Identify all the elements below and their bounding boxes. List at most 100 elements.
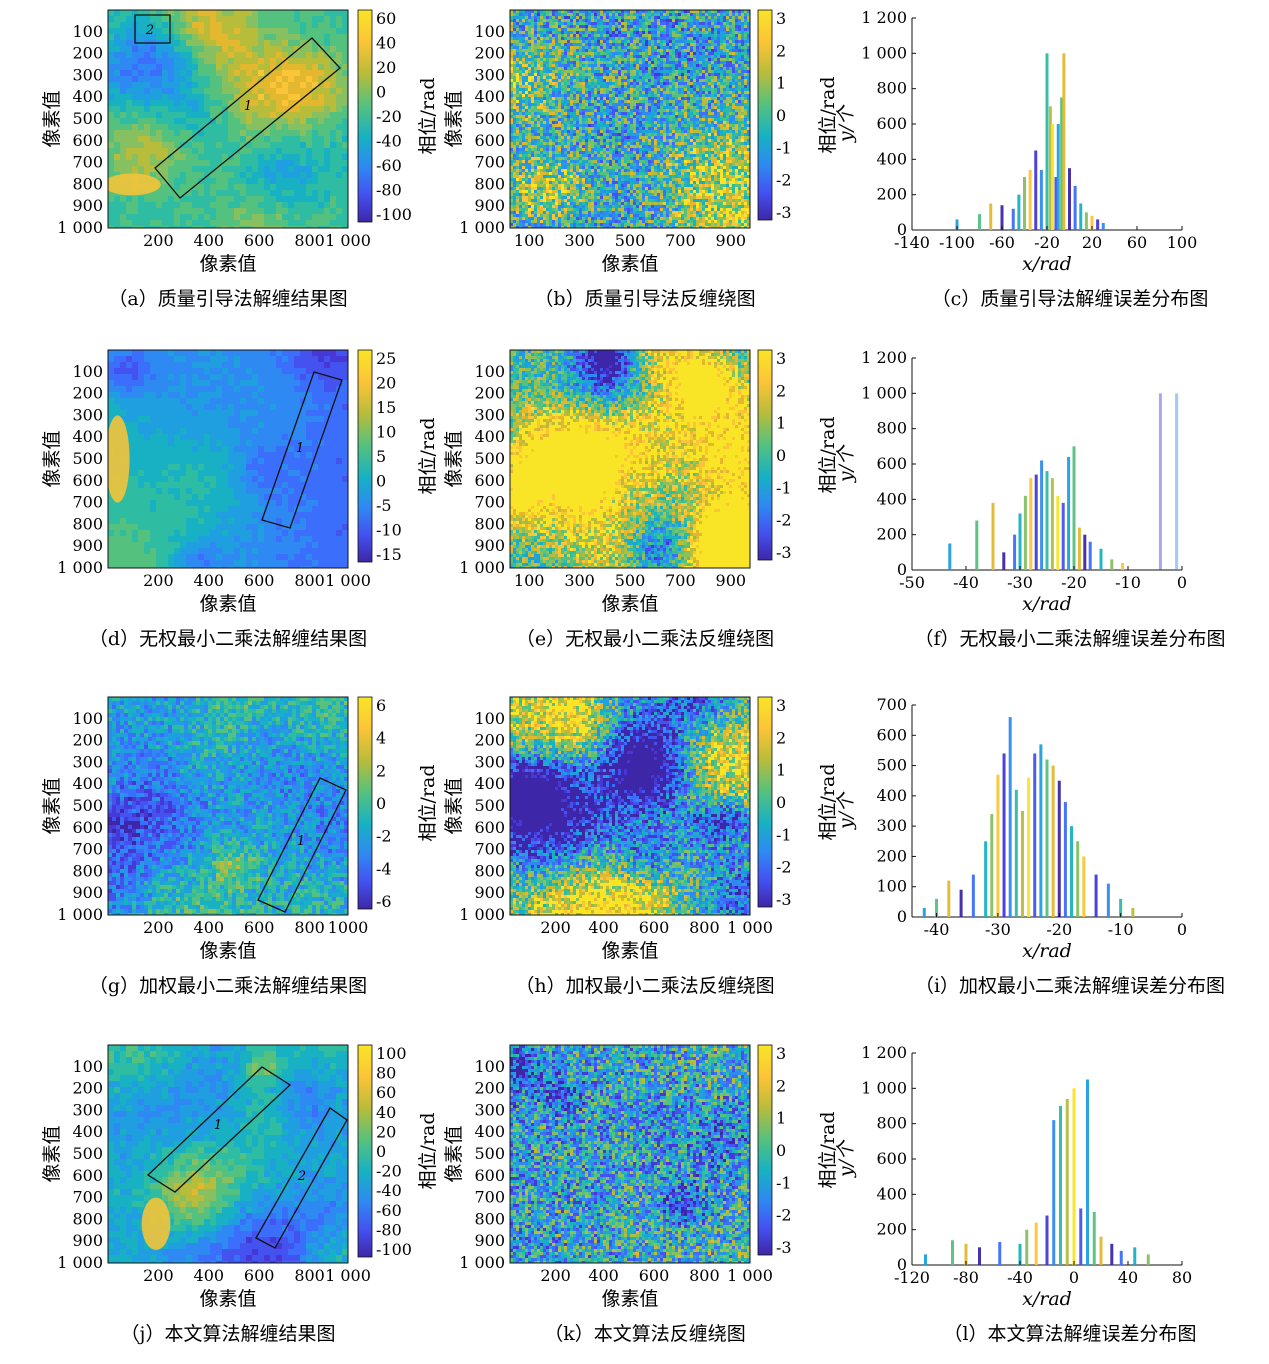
image-pixel [678,109,682,113]
image-pixel [597,37,601,41]
image-pixel [300,22,307,29]
image-pixel [570,25,574,29]
image-pixel [582,52,586,56]
image-pixel [681,106,685,110]
image-pixel [717,127,721,131]
image-pixel [717,76,721,80]
image-pixel [735,37,739,41]
image-pixel [270,10,277,17]
image-pixel [597,103,601,107]
image-pixel [513,25,517,29]
image-pixel [636,133,640,137]
image-pixel [597,25,601,29]
image-pixel [615,82,619,86]
image-pixel [528,127,532,131]
image-pixel [513,10,517,14]
image-pixel [714,16,718,20]
image-pixel [717,34,721,38]
image-pixel [234,208,241,215]
image-pixel [330,130,337,137]
image-pixel [537,73,541,77]
image-pixel [519,76,523,80]
image-pixel [627,46,631,50]
image-pixel [528,70,532,74]
image-pixel [735,73,739,77]
image-pixel [540,10,544,14]
image-pixel [549,106,553,110]
image-pixel [747,100,750,104]
image-pixel [717,85,721,89]
image-pixel [669,130,673,134]
image-pixel [624,124,628,128]
image-pixel [564,46,568,50]
image-pixel [228,64,235,71]
image-pixel [588,58,592,62]
image-pixel [669,19,673,23]
image-pixel [627,79,631,83]
image-pixel [564,31,568,35]
image-pixel [615,130,619,134]
image-pixel [240,88,247,95]
image-pixel [537,22,541,26]
image-pixel [675,46,679,50]
image-pixel [228,202,235,209]
image-pixel [726,127,730,131]
image-pixel [144,130,151,137]
image-pixel [528,13,532,17]
image-pixel [282,166,289,173]
image-pixel [609,37,613,41]
image-pixel [519,130,523,134]
image-pixel [606,124,610,128]
image-pixel [663,55,667,59]
image-pixel [234,202,241,209]
image-pixel [258,130,265,137]
image-pixel [567,136,571,140]
image-pixel [537,100,541,104]
image-pixel [678,25,682,29]
image-pixel [306,208,313,215]
image-pixel [330,40,337,47]
image-pixel [549,115,553,119]
image-pixel [684,94,688,98]
image-pixel [549,82,553,86]
image-pixel [582,37,586,41]
image-pixel [546,85,550,89]
image-pixel [654,73,658,77]
image-pixel [162,28,169,35]
image-pixel [549,55,553,59]
image-pixel [555,85,559,89]
image-pixel [747,25,750,29]
image-pixel [600,127,604,131]
image-pixel [660,64,664,68]
image-pixel [573,133,577,137]
image-pixel [636,22,640,26]
image-pixel [663,70,667,74]
image-pixel [720,118,724,122]
image-pixel [639,34,643,38]
image-pixel [318,196,325,203]
image-pixel [108,112,115,119]
image-pixel [567,100,571,104]
image-pixel [651,10,655,14]
image-pixel [603,121,607,125]
image-pixel [729,37,733,41]
image-pixel [615,133,619,137]
image-pixel [582,25,586,29]
image-pixel [120,124,127,131]
image-pixel [699,85,703,89]
image-pixel [600,115,604,119]
image-pixel [606,115,610,119]
image-pixel [603,28,607,32]
image-pixel [270,208,277,215]
image-pixel [531,61,535,65]
image-pixel [555,124,559,128]
image-pixel [144,118,151,125]
image-pixel [618,34,622,38]
image-pixel [156,148,163,155]
image-pixel [288,142,295,149]
image-pixel [522,10,526,14]
image-pixel [738,88,742,92]
image-pixel [675,136,679,140]
image-pixel [735,34,739,38]
image-pixel [513,130,517,134]
